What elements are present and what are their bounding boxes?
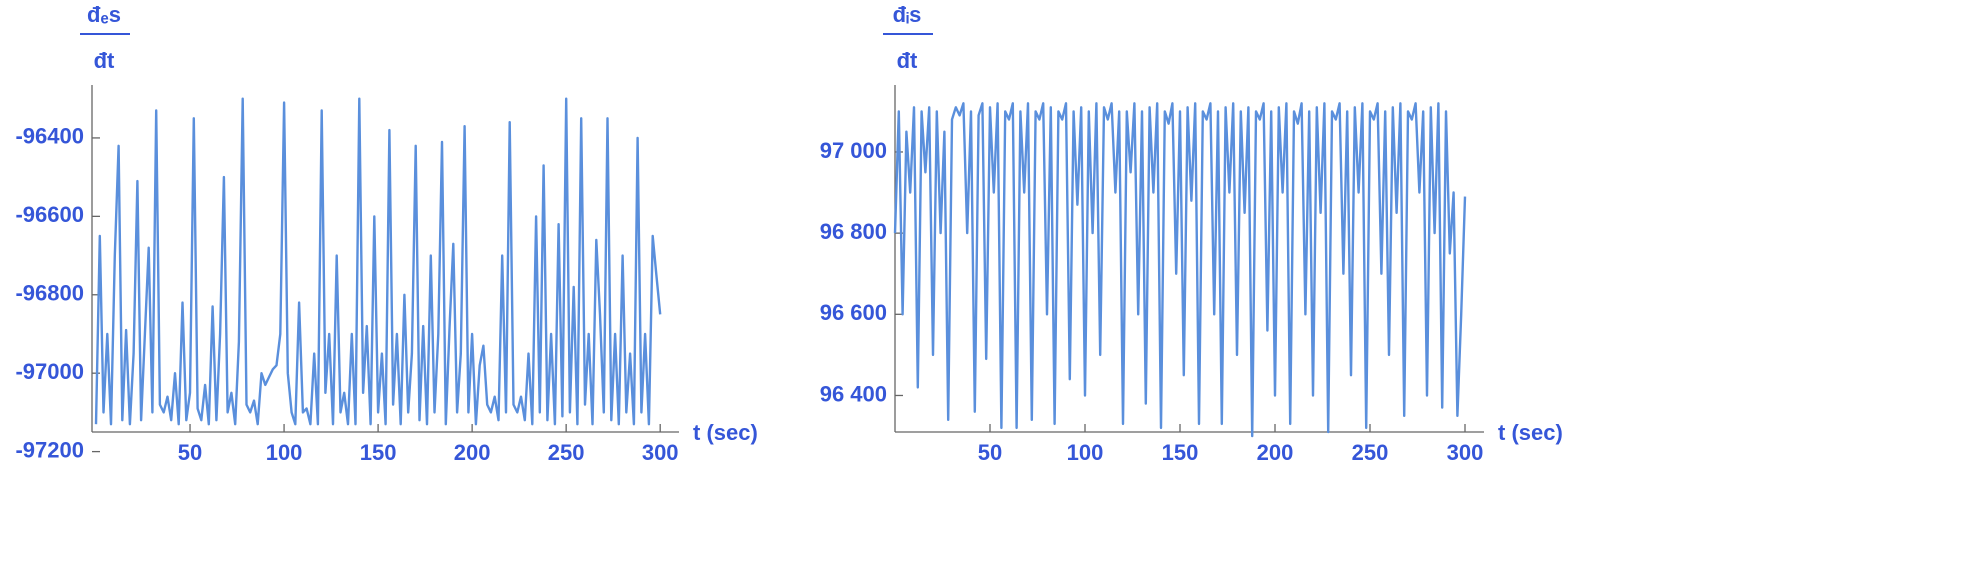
x-axis-label: t (sec) bbox=[1498, 420, 1563, 445]
x-tick-label: 200 bbox=[1257, 440, 1294, 465]
x-tick-label: 150 bbox=[360, 440, 397, 465]
y-tick-label: 96 800 bbox=[820, 219, 887, 244]
y-label-numerator: đₑs bbox=[87, 2, 121, 27]
data-line bbox=[94, 97, 662, 426]
x-tick-label: 50 bbox=[978, 440, 1002, 465]
y-tick-label: 96 400 bbox=[820, 381, 887, 406]
x-tick-label: 150 bbox=[1162, 440, 1199, 465]
y-tick-label: 97 000 bbox=[820, 138, 887, 163]
x-tick-label: 250 bbox=[1352, 440, 1389, 465]
y-label-denominator: đt bbox=[94, 48, 115, 73]
x-tick-label: 200 bbox=[454, 440, 491, 465]
x-tick-label: 300 bbox=[642, 440, 679, 465]
y-tick-label: -96600 bbox=[15, 202, 84, 227]
y-label-denominator: đt bbox=[897, 48, 918, 73]
x-tick-label: 250 bbox=[548, 440, 585, 465]
x-tick-label: 300 bbox=[1447, 440, 1484, 465]
x-tick-label: 100 bbox=[266, 440, 303, 465]
y-label-numerator: đᵢs bbox=[893, 2, 922, 27]
x-tick-label: 50 bbox=[178, 440, 202, 465]
data-line bbox=[893, 102, 1467, 438]
y-tick-label: 96 600 bbox=[820, 300, 887, 325]
y-tick-label: -97200 bbox=[15, 437, 84, 462]
x-tick-label: 100 bbox=[1067, 440, 1104, 465]
y-tick-label: -96400 bbox=[15, 124, 84, 149]
y-tick-label: -97000 bbox=[15, 359, 84, 384]
x-axis-label: t (sec) bbox=[693, 420, 758, 445]
y-tick-label: -96800 bbox=[15, 281, 84, 306]
